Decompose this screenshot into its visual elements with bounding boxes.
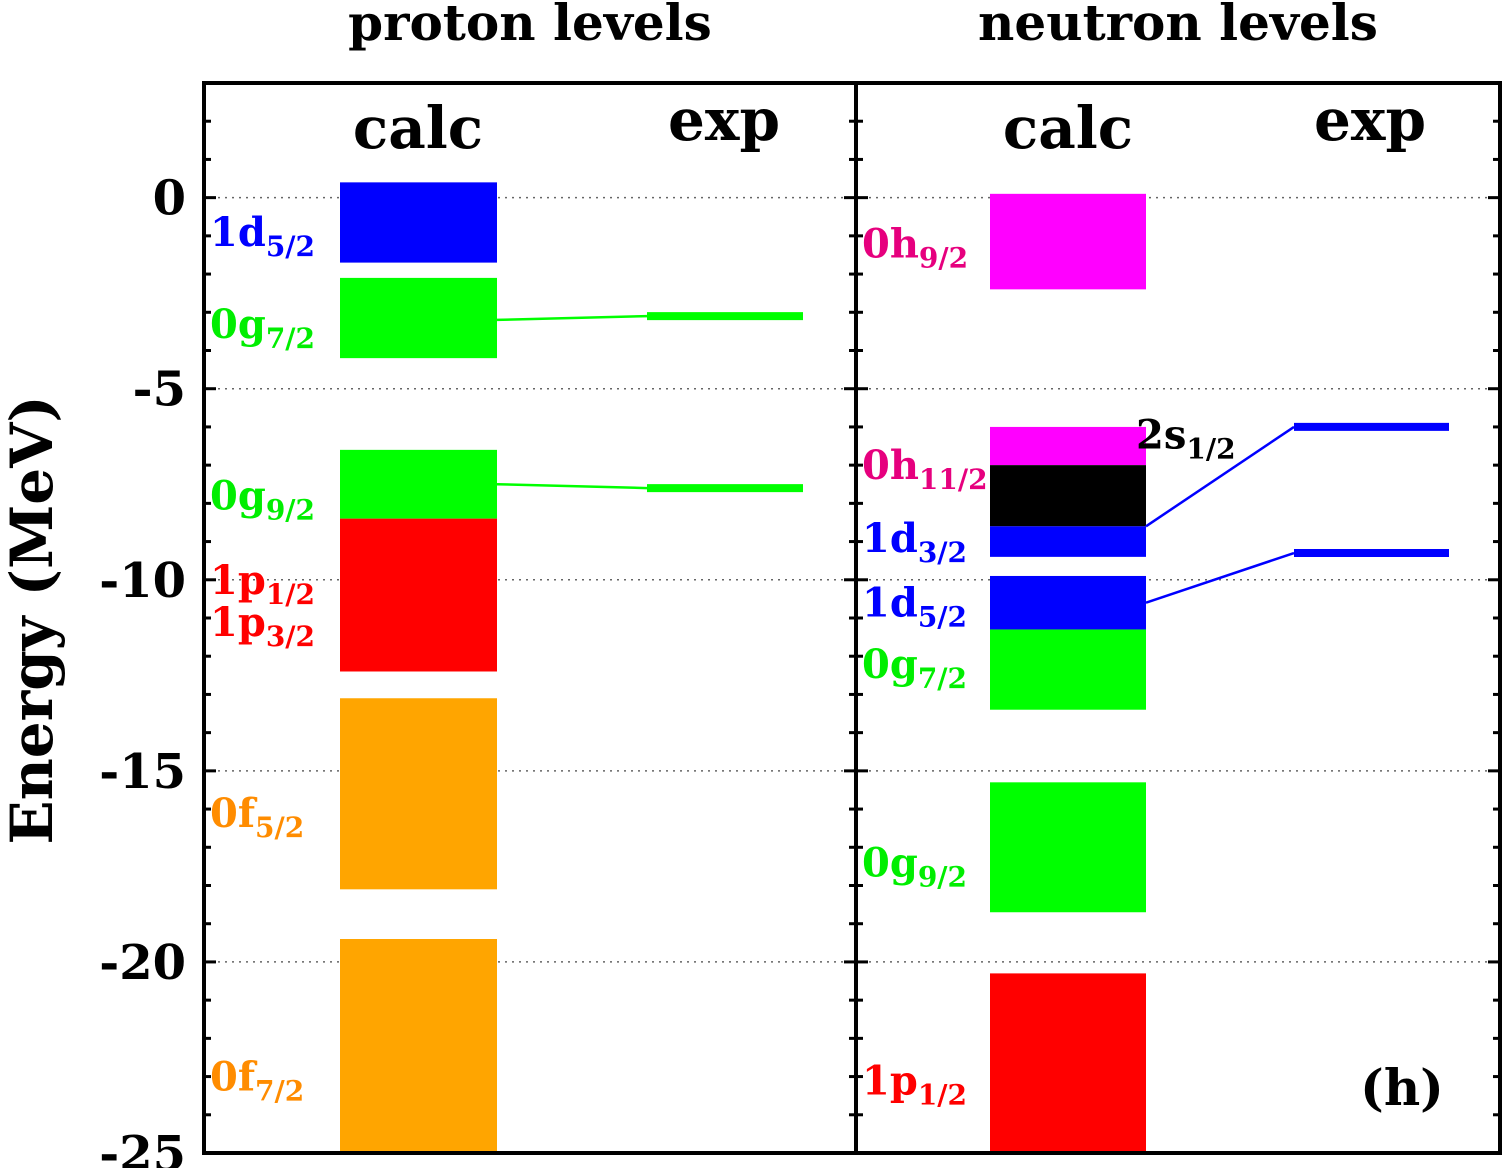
level-label: 1p3/2 — [210, 599, 315, 653]
y-tick-label: -5 — [133, 362, 186, 418]
calc-level-bar — [340, 698, 497, 890]
level-label: 0g7/2 — [210, 301, 315, 355]
y-tick-label: -20 — [99, 935, 186, 991]
calc-level-bar — [340, 518, 497, 672]
level-bars — [340, 182, 1449, 1153]
panel-title: neutron levels — [978, 0, 1378, 52]
level-label: 1p1/2 — [210, 557, 315, 611]
column-header-exp: exp — [1314, 86, 1426, 154]
y-axis-label: Energy (MeV) — [0, 395, 66, 844]
column-header-calc: calc — [1003, 94, 1133, 162]
calc-level-bar — [990, 526, 1146, 557]
calc-level-bar — [990, 575, 1146, 630]
axis-ticks — [204, 119, 1500, 1155]
level-label: 0g9/2 — [210, 473, 315, 527]
level-label: 0f5/2 — [210, 790, 304, 844]
level-label: 0g7/2 — [862, 641, 967, 695]
level-label: 1p1/2 — [862, 1057, 967, 1111]
grid-lines — [204, 196, 1500, 963]
calc-level-bar — [990, 973, 1146, 1153]
y-tick-label: -15 — [99, 744, 186, 800]
panel-title: proton levels — [348, 0, 712, 52]
calc-level-bar — [990, 782, 1146, 913]
column-header-calc: calc — [353, 94, 483, 162]
calc-level-bar — [990, 465, 1146, 527]
calc-level-bar — [340, 277, 497, 359]
level-label: 1d5/2 — [210, 209, 315, 263]
connector-lines — [496, 314, 1295, 604]
calc-level-bar — [990, 193, 1146, 290]
y-tick-label: 0 — [153, 171, 186, 227]
level-label: 0h9/2 — [862, 221, 968, 275]
y-tick-label: -10 — [99, 553, 186, 609]
level-connector — [1145, 551, 1295, 604]
level-label: 1d3/2 — [862, 515, 967, 569]
column-header-exp: exp — [668, 86, 780, 154]
calc-level-bar — [340, 939, 497, 1153]
calc-level-bar — [340, 449, 497, 519]
level-label: 0h11/2 — [862, 442, 988, 496]
level-label: 1d5/2 — [862, 580, 967, 634]
level-label: 2s1/2 — [1136, 412, 1236, 466]
level-label: 0g9/2 — [862, 840, 967, 894]
level-connector — [496, 483, 648, 490]
calc-level-bar — [340, 182, 497, 263]
level-label: 0f7/2 — [210, 1054, 304, 1108]
calc-level-bar — [990, 629, 1146, 710]
y-tick-label: -25 — [99, 1126, 186, 1168]
level-connector — [496, 314, 648, 322]
panel-label: (h) — [1360, 1058, 1444, 1117]
level-connector — [1145, 425, 1295, 528]
calc-level-bar — [990, 426, 1146, 466]
chart-text: Energy (MeV) (h) 0 -5 -10 -15 -20 -25 proton l… — [0, 0, 1444, 1168]
